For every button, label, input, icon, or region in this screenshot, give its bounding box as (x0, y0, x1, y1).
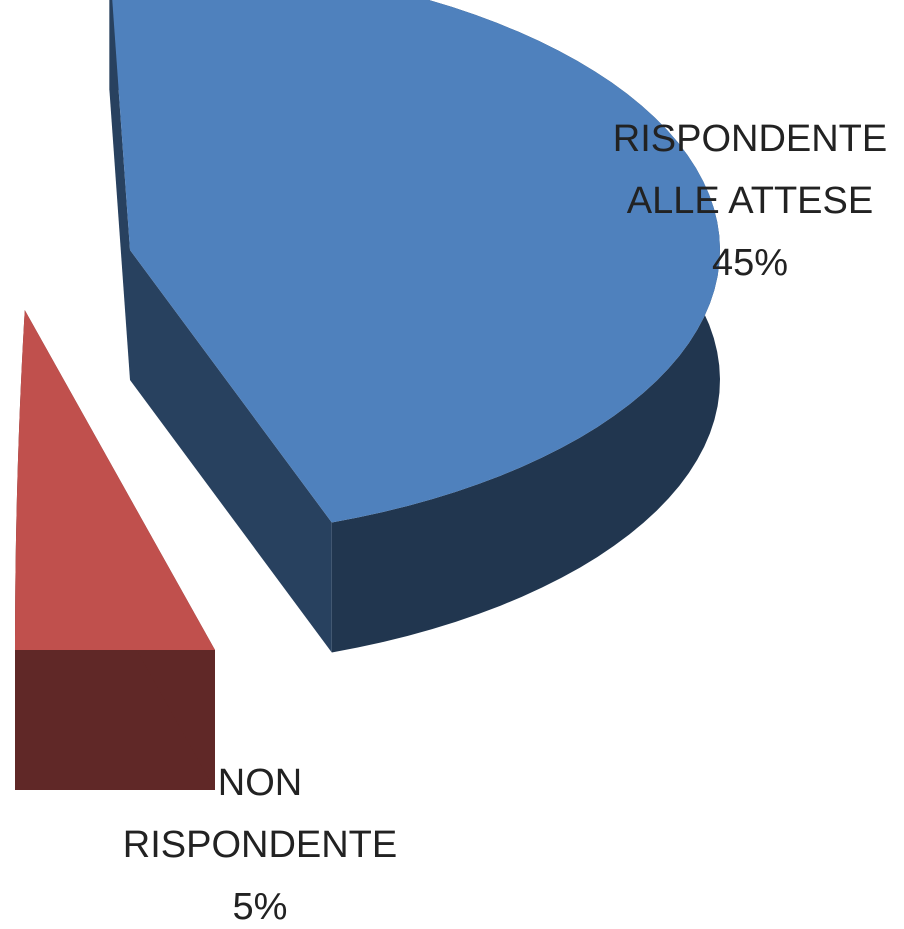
slice-value: 45% (711, 242, 789, 284)
slice-label: RISPONDENTE ALLE ATTESE 45% (600, 108, 900, 294)
slice-category: NON RISPONDENTE (122, 762, 398, 866)
slice (112, 0, 720, 523)
slice-category: RISPONDENTE ALLE ATTESE (612, 118, 888, 222)
slice-value: 5% (232, 886, 288, 928)
slice (15, 310, 215, 650)
slice-wall (109, 0, 130, 380)
slice-wall (130, 250, 332, 653)
slice-label: NON RISPONDENTE 5% (110, 752, 410, 929)
